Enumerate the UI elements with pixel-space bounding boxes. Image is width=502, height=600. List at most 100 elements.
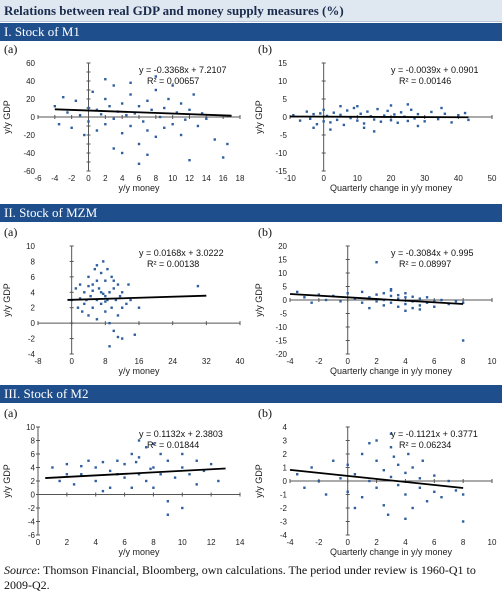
scatter-point <box>188 473 191 476</box>
scatter-point <box>292 114 295 117</box>
x-tick-label: 0 <box>86 174 91 183</box>
scatter-point <box>129 298 132 302</box>
scatter-point <box>372 118 376 121</box>
scatter-point <box>404 302 407 306</box>
x-tick-label: 10 <box>168 174 177 183</box>
scatter-point <box>83 302 86 306</box>
scatter-point <box>146 153 149 156</box>
x-tick-label: 16 <box>135 357 144 366</box>
trend-equation: y = 0.0168x + 3.0222 <box>139 248 224 258</box>
scatter-point <box>375 261 378 264</box>
scatter-point <box>382 504 385 507</box>
scatter-point <box>106 267 109 271</box>
scatter-point <box>319 112 322 115</box>
x-tick-label: 6 <box>122 538 127 547</box>
scatter-point <box>154 75 158 78</box>
scatter-point <box>404 493 407 496</box>
scatter-point <box>389 294 393 298</box>
trend-line <box>289 293 464 305</box>
scatter-point <box>123 476 126 479</box>
scatter-point <box>114 298 118 302</box>
scatter-point <box>335 118 339 122</box>
scatter-point <box>57 123 61 126</box>
y-tick-label: 8 <box>31 257 36 266</box>
x-tick-label: -2 <box>315 357 323 366</box>
scatter-point <box>353 506 357 510</box>
scatter-point <box>163 106 166 110</box>
x-tick-label: 8 <box>103 357 108 366</box>
scatter-point <box>93 267 97 271</box>
scatter-point <box>376 107 379 111</box>
x-axis-title: Quarterly change in y/y money <box>330 547 453 557</box>
scatter-point <box>423 120 426 123</box>
scatter-point <box>154 88 158 92</box>
scatter-point <box>102 260 105 263</box>
scatter-point <box>108 486 112 489</box>
section-title-mzm: II. Stock of MZM <box>0 204 502 222</box>
panel-label-m1-b: (b) <box>258 42 272 56</box>
scatter-point <box>120 337 124 340</box>
scatter-point <box>87 106 90 110</box>
trend-line <box>289 468 464 489</box>
y-tick-label: -2 <box>28 504 36 513</box>
scatter-point <box>310 466 313 469</box>
scatter-point <box>360 290 364 294</box>
scatter-point <box>392 455 396 458</box>
scatter-point <box>463 111 467 115</box>
scatter-point <box>393 113 396 116</box>
x-tick-label: 2 <box>374 357 379 366</box>
panel-label-mzm-b: (b) <box>258 225 272 239</box>
scatter-point <box>418 486 422 489</box>
scatter-point <box>433 305 436 308</box>
scatter-point <box>346 292 349 295</box>
scatter-point <box>436 117 440 121</box>
scatter-point <box>171 84 174 87</box>
scatter-point <box>454 489 458 492</box>
scatter-point <box>356 105 359 108</box>
scatter-point <box>450 121 453 124</box>
scatter-point <box>406 103 410 106</box>
scatter-point <box>65 473 69 476</box>
scatter-point <box>95 264 99 267</box>
trend-equation: y = -0.0039x + 0.0901 <box>391 65 479 75</box>
scatter-point <box>375 439 378 442</box>
scatter-point <box>425 296 429 299</box>
y-tick-label: 5 <box>283 95 288 104</box>
scatter-point <box>91 289 94 292</box>
scatter-point <box>146 129 149 132</box>
scatter-point <box>87 284 90 288</box>
y-tick-label: 60 <box>26 59 35 68</box>
panel-label-m1-a: (a) <box>4 42 18 56</box>
y-tick-label: -4 <box>280 531 288 540</box>
scatter-point <box>389 301 393 304</box>
y-tick-label: 8 <box>31 437 36 446</box>
y-tick-label: 10 <box>278 77 287 86</box>
y-tick-label: 0 <box>31 491 36 500</box>
y-tick-label: -40 <box>23 149 35 158</box>
scatter-point <box>317 479 321 483</box>
scatter-point <box>375 293 378 296</box>
m2-scatter-chart-a: 0 2 4 6 8 10 12 14 -6 -4 -2 0 2 4 6 8 10 y/y money y/y GDP… <box>2 423 245 557</box>
scatter-point <box>389 288 393 291</box>
scatter-point <box>386 513 390 516</box>
scatter-point <box>87 120 90 123</box>
x-tick-label: -2 <box>315 538 323 547</box>
scatter-point <box>196 124 200 128</box>
scatter-point <box>145 479 148 483</box>
scatter-point <box>108 469 112 473</box>
scatter-point <box>99 291 103 294</box>
x-tick-label: 16 <box>219 174 228 183</box>
scatter-point <box>104 123 107 126</box>
scatter-point <box>99 302 103 306</box>
scatter-point <box>137 105 141 108</box>
scatter-point <box>112 329 115 333</box>
scatter-point <box>421 459 424 462</box>
scatter-point <box>389 432 393 435</box>
scatter-point <box>303 486 306 489</box>
scatter-point <box>83 291 86 294</box>
scatter-point <box>362 122 366 125</box>
trend-line <box>45 467 226 479</box>
scatter-point <box>195 483 198 486</box>
scatter-point <box>332 459 335 462</box>
